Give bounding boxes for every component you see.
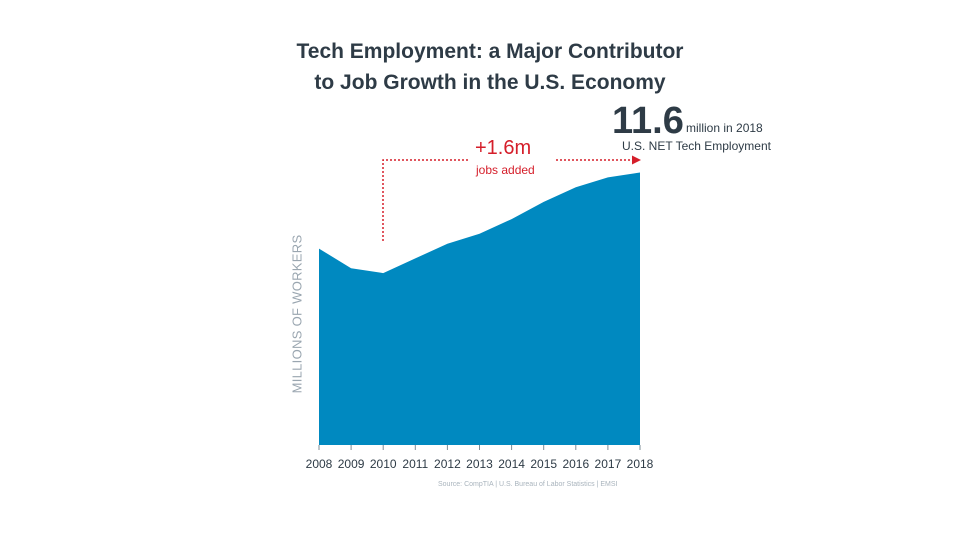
- x-tick-label-2016: 2016: [562, 457, 589, 471]
- x-tick-label-2008: 2008: [306, 457, 333, 471]
- x-tick-label-2018: 2018: [627, 457, 654, 471]
- jobs-added-value: +1.6m: [475, 137, 532, 159]
- chart-title-line-1: Tech Employment: a Major Contributor: [296, 40, 684, 63]
- x-tick-label-2015: 2015: [530, 457, 557, 471]
- jobs-added-arrow: [382, 155, 641, 241]
- x-axis-labels: 2008 2009 2010 2011 2012 2013 2014 2015 2016 2017…: [306, 457, 654, 471]
- source-note: Source: CompTIA | U.S. Bureau of Labor S…: [438, 481, 618, 488]
- x-tick-label-2012: 2012: [434, 457, 461, 471]
- chart-title-line-2: to Job Growth in the U.S. Economy: [314, 71, 666, 94]
- area-series-employment: [319, 172, 640, 445]
- highlight-value: 11.6: [612, 100, 684, 142]
- x-tick-label-2009: 2009: [338, 457, 365, 471]
- x-axis-ticks: [318, 445, 641, 450]
- x-tick-label-2010: 2010: [370, 457, 397, 471]
- x-tick-label-2014: 2014: [498, 457, 525, 471]
- x-tick-label-2011: 2011: [402, 457, 428, 471]
- arrow-dotted-line: [382, 159, 470, 241]
- chart-title: Tech Employment: a Major Contributor to …: [230, 36, 750, 98]
- highlight-unit: million in 2018: [686, 121, 763, 135]
- jobs-added-label: jobs added: [476, 163, 535, 177]
- arrow-head: [632, 155, 641, 165]
- x-tick-label-2017: 2017: [595, 457, 622, 471]
- highlight-description: U.S. NET Tech Employment: [622, 139, 771, 153]
- x-tick-label-2013: 2013: [466, 457, 493, 471]
